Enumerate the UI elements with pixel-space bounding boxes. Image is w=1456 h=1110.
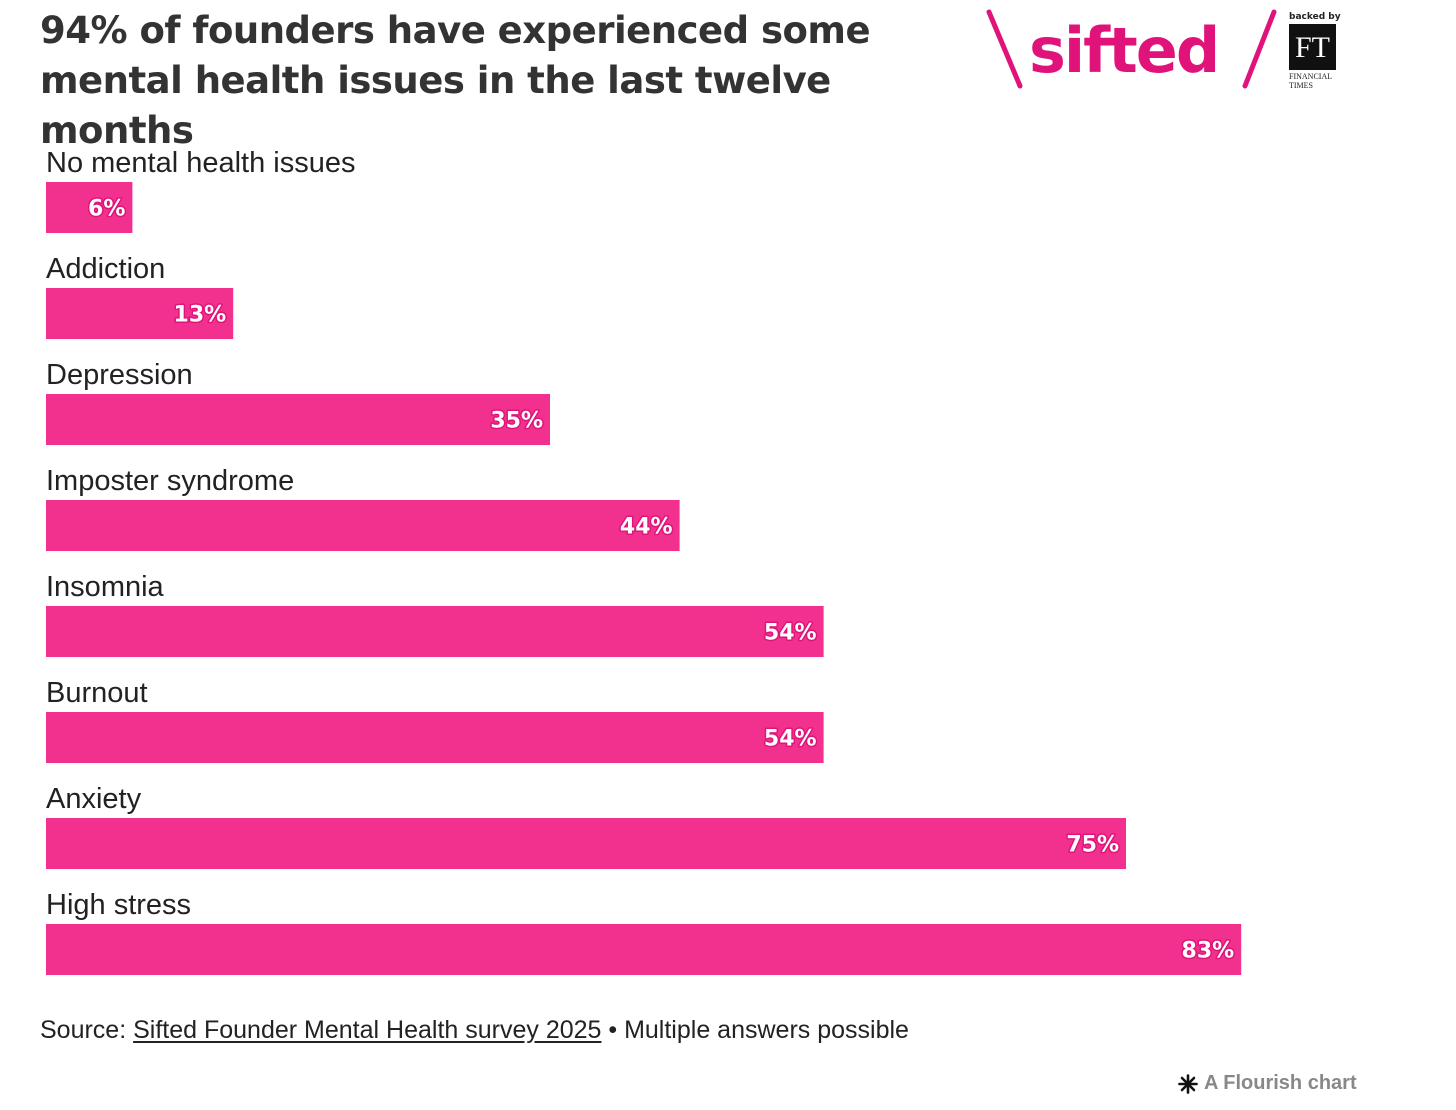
chart-title: 94% of founders have experienced some me… <box>40 9 871 152</box>
bar-row: Insomnia 54% <box>46 571 824 657</box>
bar-value-label: 83% <box>1182 939 1235 964</box>
bar[interactable] <box>46 712 824 763</box>
logo-backed-by: backed by <box>1289 12 1341 22</box>
bar[interactable] <box>46 818 1126 869</box>
bar[interactable] <box>46 500 680 551</box>
bar-row: Addiction 13% <box>46 253 234 339</box>
bar-value-label: 13% <box>174 303 227 328</box>
bar-category-label: Insomnia <box>46 571 165 603</box>
bar-category-label: Depression <box>46 359 193 391</box>
source-link[interactable]: Sifted Founder Mental Health survey 2025 <box>133 1016 602 1044</box>
bar-value-label: 54% <box>764 727 817 752</box>
bar[interactable] <box>46 288 234 339</box>
bar-value-label: 6% <box>88 197 125 222</box>
bar-value-label: 44% <box>620 515 673 540</box>
bar[interactable] <box>46 182 133 233</box>
bar-category-label: Burnout <box>46 677 148 709</box>
logo-slash <box>1242 9 1277 89</box>
bar-category-label: Imposter syndrome <box>46 465 294 497</box>
bar-row: Imposter syndrome 44% <box>46 465 680 551</box>
bar[interactable] <box>46 606 824 657</box>
bar-row: No mental health issues 6% <box>46 147 356 233</box>
bar-category-label: Anxiety <box>46 783 142 815</box>
bar[interactable] <box>46 394 550 445</box>
bar-category-label: Addiction <box>46 253 165 285</box>
bar-value-label: 75% <box>1066 833 1119 858</box>
ft-mark: FT <box>1295 31 1330 64</box>
logo-backslash <box>986 9 1023 89</box>
bar-row: Depression 35% <box>46 359 550 445</box>
bar-category-label: No mental health issues <box>46 147 356 179</box>
source-prefix: Source: <box>40 1016 134 1044</box>
flourish-credit[interactable]: A Flourish chart <box>1178 1072 1357 1095</box>
flourish-credit-text: A Flourish chart <box>1204 1072 1357 1094</box>
source-suffix: • Multiple answers possible <box>601 1016 909 1044</box>
bar[interactable] <box>46 924 1242 975</box>
bar-category-label: High stress <box>46 889 191 921</box>
logo-brand: sifted <box>1029 14 1218 87</box>
bar-row: High stress 83% <box>46 889 1242 975</box>
bar-value-label: 35% <box>490 409 543 434</box>
source-note: Source: Sifted Founder Mental Health sur… <box>40 1016 909 1045</box>
ft-line2: TIMES <box>1289 81 1313 90</box>
bar-row: Anxiety 75% <box>46 783 1126 869</box>
ft-line1: FINANCIAL <box>1289 72 1332 81</box>
ft-mark-box <box>1289 24 1336 70</box>
asterisk-icon <box>1178 1073 1198 1094</box>
bar-row: Burnout 54% <box>46 677 824 763</box>
bar-value-label: 54% <box>764 621 817 646</box>
bar-chart: No mental health issues 6% Addiction 13% Dep… <box>46 147 1242 975</box>
sifted-ft-logo[interactable]: sifted backed by FT FINANCIAL TIMES <box>983 4 1353 100</box>
